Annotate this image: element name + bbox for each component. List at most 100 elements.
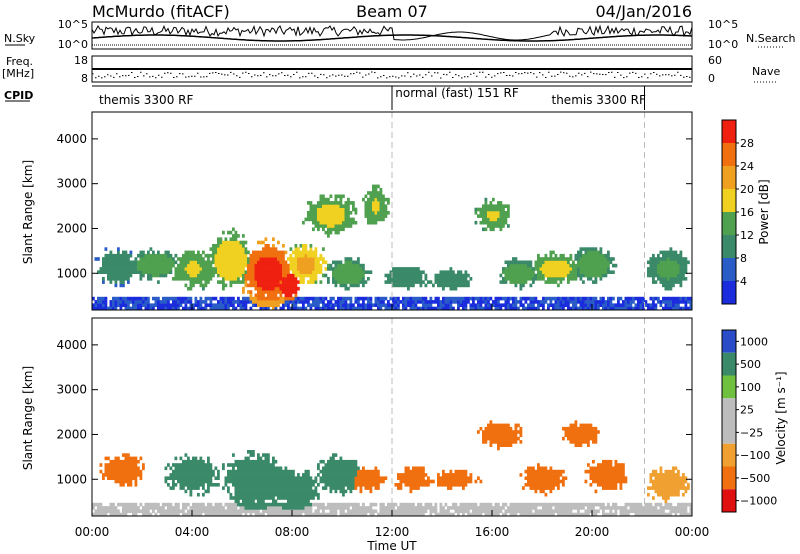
heatmap-cell xyxy=(229,512,233,517)
heatmap-cell xyxy=(202,463,205,467)
heatmap-cell xyxy=(547,486,550,490)
heatmap-cell xyxy=(367,191,370,195)
heatmap-cell xyxy=(662,273,665,278)
heatmap-cell xyxy=(489,506,493,510)
heatmap-cell xyxy=(234,476,238,480)
heatmap-cell xyxy=(554,502,558,507)
heatmap-cell xyxy=(662,250,665,255)
heatmap-cell xyxy=(234,237,238,241)
heatmap-cell xyxy=(272,489,275,494)
heatmap-cell xyxy=(202,260,205,265)
heatmap-cell xyxy=(359,267,363,271)
heatmap-cell xyxy=(344,220,348,225)
heatmap-cell xyxy=(272,247,275,251)
heatmap-cell xyxy=(297,270,300,274)
heatmap-cell xyxy=(237,270,240,274)
heatmap-cell xyxy=(472,303,475,307)
heatmap-cell xyxy=(499,509,503,513)
heatmap-cell xyxy=(167,260,170,265)
heatmap-cell xyxy=(152,263,155,268)
heatmap-cell xyxy=(419,283,423,288)
heatmap-cell xyxy=(177,476,180,480)
heatmap-cell xyxy=(269,469,273,474)
heatmap-cell xyxy=(164,257,168,261)
heatmap-cell xyxy=(589,267,593,271)
heatmap-cell xyxy=(112,300,115,304)
heatmap-cell xyxy=(252,483,255,487)
heatmap-cell xyxy=(344,479,348,484)
heatmap-cell xyxy=(202,509,205,513)
heatmap-cell xyxy=(242,277,245,281)
heatmap-cell xyxy=(572,260,575,265)
heatmap-cell xyxy=(359,303,363,307)
heatmap-cell xyxy=(149,273,153,278)
heatmap-cell xyxy=(304,247,308,251)
heatmap-cell xyxy=(467,479,470,484)
heatmap-cell xyxy=(114,263,118,268)
heatmap-cell xyxy=(284,250,288,255)
heatmap-cell xyxy=(412,509,415,513)
heatmap-cell xyxy=(124,277,128,281)
heatmap-cell xyxy=(359,296,363,301)
heatmap-cell xyxy=(319,280,323,284)
heatmap-cell xyxy=(667,273,670,278)
heatmap-cell xyxy=(602,303,605,307)
heatmap-cell xyxy=(447,512,450,517)
heatmap-cell xyxy=(332,220,335,225)
heatmap-cell xyxy=(344,296,348,301)
heatmap-cell xyxy=(377,204,380,208)
heatmap-cell xyxy=(592,509,595,513)
heatmap-cell xyxy=(172,469,175,474)
heatmap-cell xyxy=(287,492,290,497)
heatmap-cell xyxy=(187,277,190,281)
heatmap-cell xyxy=(247,277,250,281)
heatmap-cell xyxy=(297,492,300,497)
heatmap-cell xyxy=(267,260,270,265)
heatmap-cell xyxy=(187,260,190,265)
heatmap-cell xyxy=(192,479,195,484)
heatmap-cell xyxy=(339,277,343,281)
heatmap-cell xyxy=(167,270,170,274)
heatmap-cell xyxy=(322,227,325,232)
heatmap-cell xyxy=(592,436,595,441)
heatmap-cell xyxy=(277,270,280,274)
heatmap-cell xyxy=(347,224,350,228)
heatmap-cell xyxy=(299,250,303,255)
heatmap-cell xyxy=(274,486,278,490)
heatmap-cell xyxy=(387,306,390,311)
heatmap-cell xyxy=(212,247,215,251)
heatmap-cell xyxy=(297,250,300,255)
heatmap-cell xyxy=(369,512,373,517)
heatmap-cell xyxy=(272,466,275,471)
heatmap-cell xyxy=(504,303,508,307)
heatmap-cell xyxy=(547,303,550,307)
heatmap-cell xyxy=(522,260,525,265)
heatmap-cell xyxy=(324,204,328,208)
heatmap-cell xyxy=(407,277,410,281)
heatmap-cell xyxy=(524,502,528,507)
heatmap-cell xyxy=(549,303,553,307)
heatmap-cell xyxy=(427,300,430,304)
heatmap-cell xyxy=(607,306,610,311)
heatmap-cell xyxy=(517,300,520,304)
heatmap-cell xyxy=(332,270,335,274)
heatmap-cell xyxy=(409,509,413,513)
heatmap-cell xyxy=(139,257,143,261)
heatmap-cell xyxy=(254,466,258,471)
heatmap-cell xyxy=(214,303,218,307)
heatmap-cell xyxy=(292,469,295,474)
heatmap-cell xyxy=(104,506,108,510)
heatmap-cell xyxy=(257,489,260,494)
heatmap-cell xyxy=(579,440,583,444)
heatmap-cell xyxy=(179,273,183,278)
heatmap-cell xyxy=(124,296,128,301)
heatmap-cell xyxy=(589,466,593,471)
heatmap-cell xyxy=(222,303,225,307)
heatmap-cell xyxy=(199,263,203,268)
heatmap-cell xyxy=(584,509,588,513)
heatmap-cell xyxy=(267,463,270,467)
heatmap-cell xyxy=(369,201,373,205)
heatmap-cell xyxy=(564,502,568,507)
heatmap-cell xyxy=(344,300,348,304)
heatmap-cell xyxy=(377,473,380,477)
